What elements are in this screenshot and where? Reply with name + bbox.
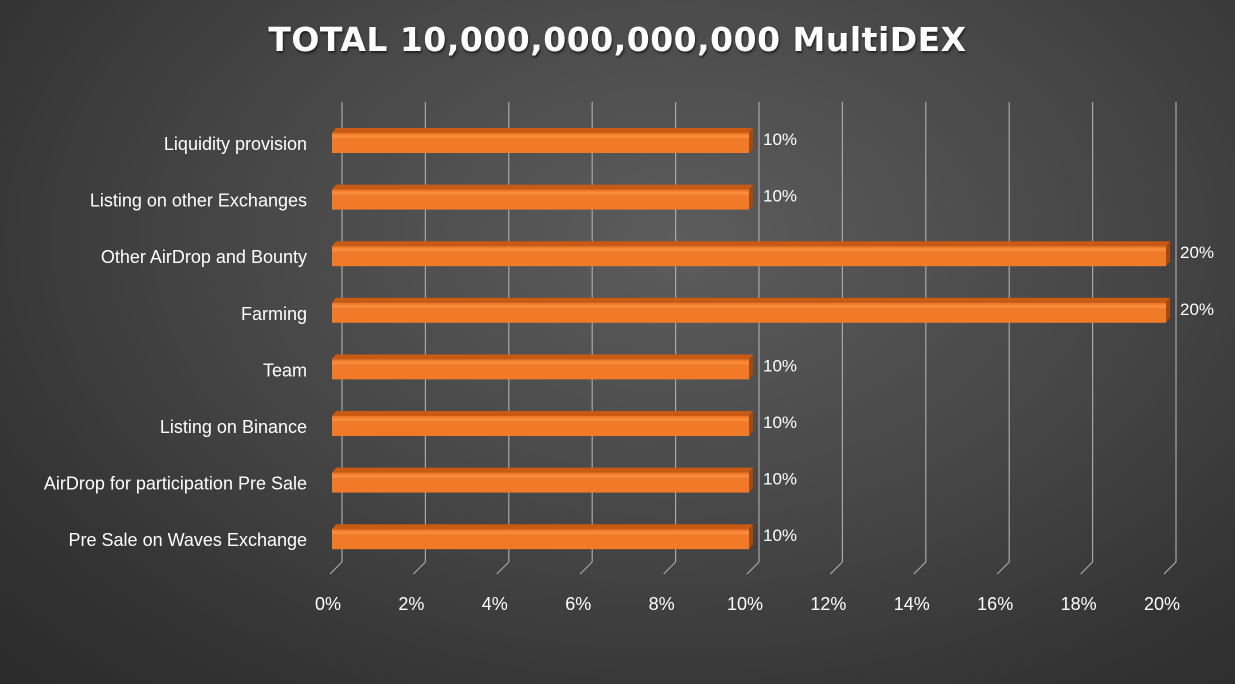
category-label: Farming	[241, 304, 307, 324]
data-label: 20%	[1180, 243, 1214, 262]
x-tick-label: 4%	[482, 594, 508, 614]
bar-side-face	[749, 184, 753, 210]
bar-side-face	[749, 467, 753, 493]
bar-side-face	[749, 411, 753, 436]
x-tick-label: 18%	[1061, 594, 1097, 614]
x-tick-label: 20%	[1144, 594, 1180, 614]
x-tick-label: 10%	[727, 594, 763, 614]
data-label: 20%	[1180, 300, 1214, 319]
data-label: 10%	[763, 470, 797, 489]
gridline-floor	[829, 561, 843, 575]
bar-top-face	[332, 467, 753, 473]
bars	[332, 128, 1170, 550]
x-tick-label: 8%	[649, 594, 675, 614]
gridline-floor	[579, 561, 593, 575]
data-label: 10%	[763, 356, 797, 375]
bar-top-face	[332, 411, 753, 416]
bar-highlight	[332, 531, 749, 535]
x-tick-label: 16%	[977, 594, 1013, 614]
bar-top-face	[332, 241, 1170, 247]
gridline-floor	[996, 561, 1010, 575]
bar-side-face	[749, 354, 753, 380]
bar-top-face	[332, 354, 753, 360]
bar-highlight	[332, 474, 749, 478]
bar-side-face	[749, 128, 753, 153]
x-tick-label: 2%	[398, 594, 424, 614]
x-tick-label: 0%	[315, 594, 341, 614]
bar-side-face	[1166, 297, 1170, 323]
category-label: Pre Sale on Waves Exchange	[69, 530, 307, 550]
x-axis-tick-labels: 0% 2% 4% 6% 8% 10% 12% 14% 16% 18% 20%	[315, 594, 1180, 614]
category-label: Liquidity provision	[164, 134, 307, 154]
x-tick-label: 14%	[894, 594, 930, 614]
category-labels: Liquidity provision Listing on other Exch…	[44, 134, 307, 550]
data-label: 10%	[763, 413, 797, 432]
bar-highlight	[332, 191, 749, 195]
data-label: 10%	[763, 130, 797, 149]
category-label: AirDrop for participation Pre Sale	[44, 474, 307, 494]
bar-top-face	[332, 524, 753, 530]
bar-side-face	[749, 524, 753, 550]
gridline-floor	[496, 561, 510, 575]
gridline-floor	[1163, 561, 1177, 575]
bar-top-face	[332, 128, 753, 133]
category-label: Listing on Binance	[160, 417, 307, 437]
gridlines	[329, 102, 1177, 575]
x-tick-label: 6%	[565, 594, 591, 614]
bar-highlight	[332, 248, 1166, 252]
data-label: 10%	[763, 526, 797, 545]
gridline-floor	[1080, 561, 1094, 575]
gridline-floor	[412, 561, 426, 575]
bar-top-face	[332, 297, 1170, 303]
bar-top-face	[332, 184, 753, 190]
chart-title: TOTAL 10,000,000,000,000 MultiDEX	[268, 20, 967, 59]
gridline-floor	[663, 561, 677, 575]
gridline-floor	[329, 561, 343, 575]
bar-highlight	[332, 135, 749, 138]
bar-side-face	[1166, 241, 1170, 267]
category-label: Other AirDrop and Bounty	[101, 247, 307, 267]
bar-highlight	[332, 304, 1166, 308]
data-label: 10%	[763, 187, 797, 206]
category-label: Listing on other Exchanges	[90, 191, 307, 211]
gridline-floor	[746, 561, 760, 575]
gridline-floor	[913, 561, 927, 575]
data-labels: 10% 10% 20% 20% 10% 10% 10% 10%	[763, 130, 1214, 545]
x-tick-label: 12%	[810, 594, 846, 614]
bar-highlight	[332, 361, 749, 365]
bar-highlight	[332, 418, 749, 421]
category-label: Team	[263, 360, 307, 380]
